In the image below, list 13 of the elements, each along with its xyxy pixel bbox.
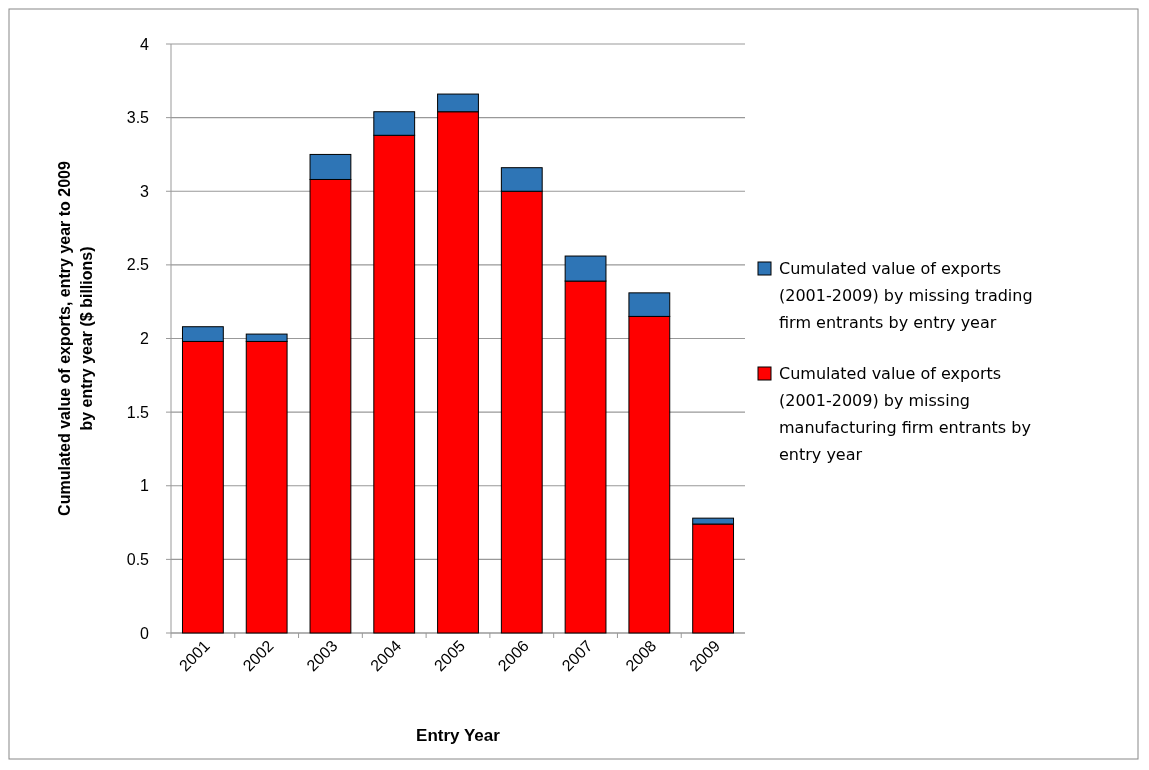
x-axis-title: Entry Year — [416, 726, 501, 745]
y-tick-label: 0.5 — [126, 550, 150, 568]
legend-label: Cumulated value of exports (2001-2009) by missing trading firm entrants by entry year — [779, 258, 1033, 332]
y-tick-label: 2.5 — [126, 256, 150, 274]
y-tick-label: 4 — [140, 35, 150, 53]
y-tick-label: 2 — [140, 330, 150, 348]
y-tick-label: 1 — [140, 477, 150, 495]
y-tick-label: 3 — [140, 182, 150, 200]
y-tick-label: 1.5 — [126, 403, 150, 421]
y-tick-label: 0 — [140, 624, 150, 642]
y-axis-title: Cumulated value of exports, entry year to 2009 by entry year ($ billions) — [56, 161, 95, 516]
legend-label: Cumulated value of exports (2001-2009) by missing manufacturing firm entrants by entry year — [779, 363, 1031, 464]
y-tick-label: 3.5 — [126, 109, 150, 127]
